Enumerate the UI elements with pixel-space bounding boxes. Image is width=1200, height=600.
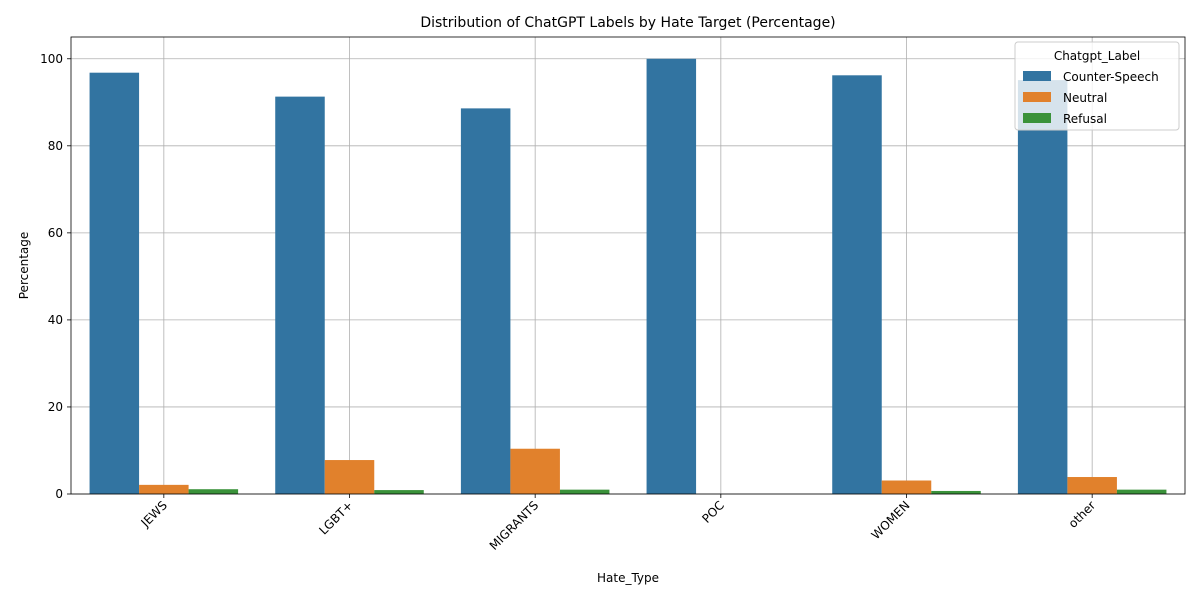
legend-swatch-neutral: [1023, 92, 1051, 102]
plot-frame: [70, 36, 1186, 495]
legend: Chatgpt_Label Counter-Speech Neutral Ref…: [1014, 41, 1180, 131]
y-tick-label: 60: [48, 226, 63, 240]
bar-neutral: [881, 480, 932, 494]
bar-counter-speech: [1017, 80, 1068, 495]
bar-refusal: [374, 490, 424, 494]
bar-counter-speech: [646, 58, 697, 495]
bar-neutral: [139, 484, 189, 494]
chart-title: Distribution of ChatGPT Labels by Hate T…: [420, 15, 835, 31]
y-tick-label: 0: [55, 487, 63, 501]
y-axis-label: Percentage: [17, 232, 31, 300]
legend-label-refusal: Refusal: [1063, 112, 1107, 126]
bar-neutral: [1067, 477, 1117, 494]
legend-box: [1014, 41, 1180, 131]
bar-counter-speech: [460, 108, 511, 494]
bar-counter-speech: [275, 96, 325, 494]
x-axis-label: Hate_Type: [597, 571, 659, 585]
grid: [71, 37, 1185, 495]
y-tick-label: 40: [48, 313, 63, 327]
y-tick-label: 100: [40, 52, 63, 66]
bar-refusal: [931, 490, 981, 494]
legend-swatch-refusal: [1023, 113, 1051, 123]
y-tick-label: 80: [48, 139, 63, 153]
y-tick-label: 20: [48, 400, 63, 414]
legend-swatch-counter-speech: [1023, 71, 1051, 81]
bar-counter-speech: [832, 75, 882, 494]
bar-neutral: [324, 460, 375, 494]
legend-title: Chatgpt_Label: [1054, 49, 1140, 63]
bar-refusal: [559, 489, 610, 494]
bar-counter-speech: [89, 72, 140, 495]
legend-label-neutral: Neutral: [1063, 91, 1107, 105]
bar-refusal: [1116, 489, 1167, 494]
legend-label-counter-speech: Counter-Speech: [1063, 70, 1159, 84]
bars: [89, 58, 1167, 495]
bar-neutral: [510, 448, 560, 494]
bar-refusal: [188, 489, 239, 494]
